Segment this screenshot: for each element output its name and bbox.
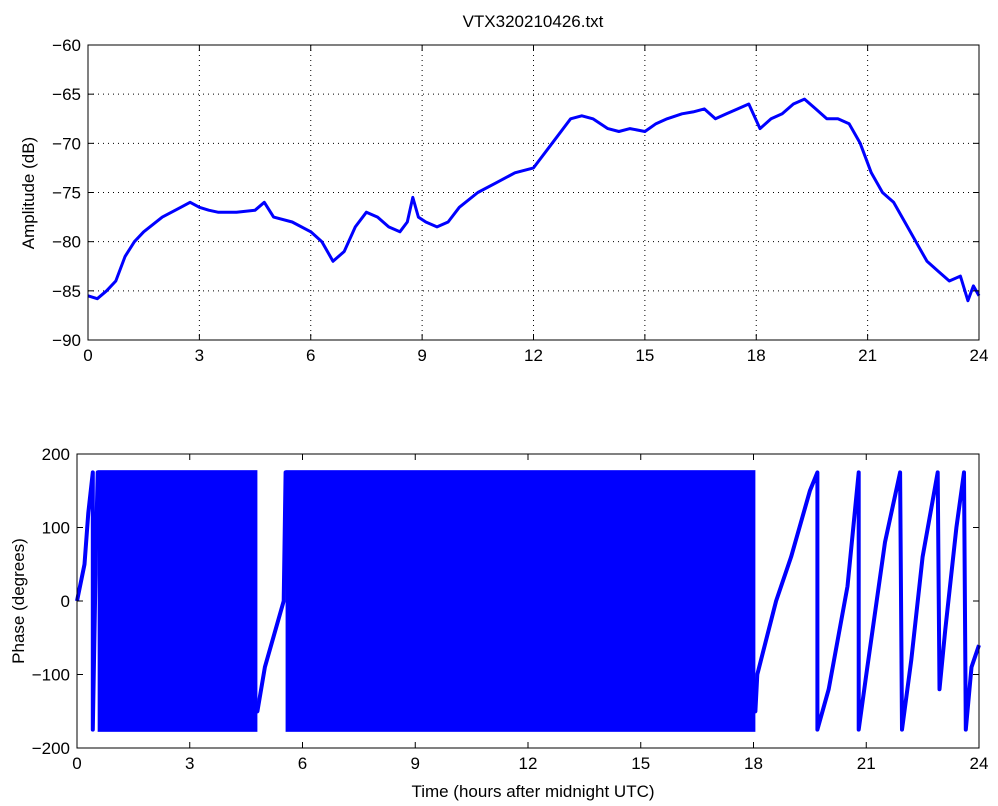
amplitude-y-axis-label: Amplitude (dB) bbox=[19, 137, 38, 249]
amplitude-x-tick-label: 15 bbox=[635, 346, 654, 365]
phase-x-tick-label: 12 bbox=[519, 754, 538, 773]
amplitude-series bbox=[87, 97, 981, 303]
amplitude-series-line bbox=[87, 97, 981, 303]
amplitude-x-tick-label: 12 bbox=[524, 346, 543, 365]
amplitude-x-tick-label: 0 bbox=[83, 346, 92, 365]
phase-x-tick-label: 24 bbox=[970, 754, 989, 773]
amplitude-y-tick-label: −90 bbox=[52, 331, 81, 350]
amplitude-y-tick-label: −85 bbox=[52, 282, 81, 301]
chart-title: VTX320210426.txt bbox=[463, 12, 604, 31]
phase-y-tick-label: 0 bbox=[61, 592, 70, 611]
phase-y-tick-label: −200 bbox=[32, 739, 70, 758]
amplitude-y-tick-label: −75 bbox=[52, 184, 81, 203]
amplitude-y-tick-label: −70 bbox=[52, 134, 81, 153]
phase-x-tick-label: 21 bbox=[857, 754, 876, 773]
amplitude-y-tick-label: −80 bbox=[52, 233, 81, 252]
amplitude-x-tick-label: 9 bbox=[417, 346, 426, 365]
amplitude-x-tick-label: 18 bbox=[747, 346, 766, 365]
amplitude-y-tick-label: −65 bbox=[52, 85, 81, 104]
phase-series bbox=[75, 470, 981, 732]
amplitude-x-tick-label: 24 bbox=[970, 346, 989, 365]
amplitude-x-tick-label: 21 bbox=[858, 346, 877, 365]
phase-y-axis-label: Phase (degrees) bbox=[9, 538, 28, 664]
phase-axes: Phase (degrees) Time (hours after midnig… bbox=[9, 445, 988, 801]
phase-x-tick-label: 3 bbox=[185, 754, 194, 773]
phase-x-tick-label: 6 bbox=[298, 754, 307, 773]
amplitude-y-tick-label: −60 bbox=[52, 36, 81, 55]
phase-x-tick-label: 9 bbox=[411, 754, 420, 773]
amplitude-grid bbox=[88, 45, 979, 340]
amplitude-ticks: 0 3 6 9 12 15 18 21 24 −60 −65 −70 −75 −80 −85 −90 bbox=[52, 36, 988, 365]
phase-x-tick-label: 15 bbox=[631, 754, 650, 773]
amplitude-x-tick-label: 3 bbox=[195, 346, 204, 365]
phase-x-axis-label: Time (hours after midnight UTC) bbox=[411, 782, 654, 801]
phase-y-tick-label: 200 bbox=[42, 445, 70, 464]
phase-y-tick-label: 100 bbox=[42, 519, 70, 538]
phase-x-tick-label: 0 bbox=[72, 754, 81, 773]
phase-y-tick-label: −100 bbox=[32, 666, 70, 685]
phase-x-tick-label: 18 bbox=[744, 754, 763, 773]
phase-ticks: 0 3 6 9 12 15 18 21 24 200 100 0 −100 −200 bbox=[32, 445, 989, 773]
amplitude-x-tick-label: 6 bbox=[306, 346, 315, 365]
phase-series-line bbox=[75, 470, 981, 732]
amplitude-axes: VTX320210426.txt Amplitude (dB) 0 3 6 9 12 15… bbox=[19, 12, 988, 365]
